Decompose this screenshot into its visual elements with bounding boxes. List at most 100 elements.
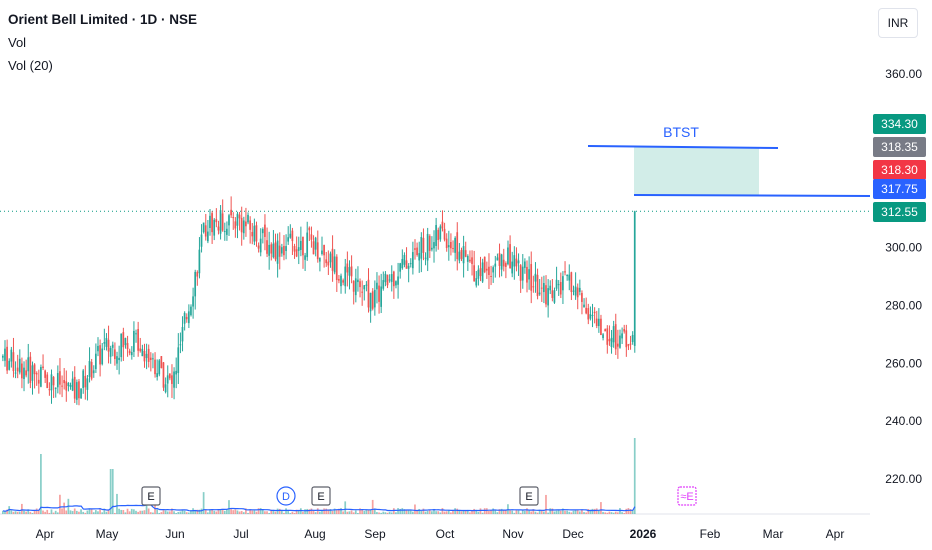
volume-bar — [272, 509, 275, 514]
volume-bar — [447, 510, 450, 514]
volume-bar — [507, 504, 509, 514]
candle-body — [350, 266, 353, 277]
candle-body — [92, 370, 95, 374]
volume-bar — [519, 512, 522, 514]
candle-body — [16, 367, 19, 372]
candle-body — [289, 233, 292, 238]
volume-bar — [388, 511, 391, 514]
candle-body — [604, 329, 607, 332]
volume-ma-indicator-label[interactable]: Vol (20) — [8, 58, 53, 73]
volume-bar — [86, 510, 89, 514]
candle-body — [185, 316, 188, 320]
candle-body — [94, 353, 97, 369]
candle-body — [633, 211, 636, 346]
volume-bar — [357, 512, 359, 514]
candle-body — [591, 315, 594, 317]
btst-target-line[interactable] — [587, 145, 779, 149]
price-badge — [873, 114, 926, 134]
volume-indicator-label[interactable]: Vol — [8, 35, 27, 50]
candle-body — [388, 279, 391, 281]
volume-bar — [230, 509, 232, 514]
dividend-marker[interactable] — [276, 486, 296, 506]
btst-entry-line[interactable] — [633, 194, 871, 197]
volume-bar — [75, 510, 78, 514]
volume-bar — [373, 508, 376, 514]
volume-bar — [629, 509, 632, 514]
volume-bar — [183, 510, 186, 514]
volume-bar — [242, 512, 245, 514]
earnings-marker[interactable] — [519, 486, 539, 506]
volume-bar — [583, 512, 585, 514]
candle-body — [321, 250, 323, 255]
volume-bar — [469, 512, 471, 514]
candle-body — [232, 217, 235, 219]
volume-bar — [428, 509, 431, 514]
price-badge — [873, 202, 926, 222]
candle-body — [255, 225, 258, 242]
price-badge-value: 318.35 — [881, 140, 918, 154]
volume-bar — [253, 510, 256, 514]
volume-bar — [488, 511, 490, 514]
candle-body — [295, 249, 298, 257]
volume-bar — [564, 510, 566, 514]
candle-body — [517, 260, 520, 264]
volume-bar — [547, 512, 549, 514]
volume-bar — [16, 511, 19, 514]
earnings-marker[interactable] — [141, 486, 161, 506]
candle-body — [249, 220, 251, 230]
candle-body — [86, 378, 89, 390]
candle-body — [452, 248, 454, 250]
volume-bar — [570, 512, 573, 514]
candle-body — [65, 381, 68, 391]
candle-body — [473, 265, 475, 282]
volume-bar — [395, 512, 397, 514]
candle-body — [270, 244, 273, 254]
candle-body — [619, 335, 621, 348]
volume-bar — [71, 511, 74, 514]
volume-bar — [627, 508, 630, 514]
candle-body — [547, 288, 549, 306]
volume-bar — [73, 508, 76, 514]
volume-bar — [94, 510, 97, 514]
candle-body — [18, 358, 21, 373]
earnings-marker-label: E — [147, 491, 154, 503]
candle-body — [496, 257, 499, 261]
volume-bar — [333, 508, 336, 514]
currency-button[interactable]: INR — [878, 8, 918, 38]
candle-body — [325, 259, 328, 264]
candle-body — [124, 337, 127, 346]
volume-bar — [4, 511, 6, 514]
candle-body — [247, 214, 249, 223]
candle-body — [253, 225, 256, 242]
volume-bar — [31, 512, 34, 514]
candle-body — [304, 255, 306, 260]
volume-bar — [338, 508, 340, 514]
upcoming-earnings-marker[interactable] — [677, 486, 697, 506]
candle-body — [600, 318, 602, 336]
candle-body — [466, 256, 469, 262]
volume-bar — [414, 504, 416, 514]
candle-body — [363, 285, 366, 290]
earnings-marker[interactable] — [311, 486, 331, 506]
candle-body — [492, 267, 495, 273]
candle-body — [528, 269, 530, 280]
candle-body — [14, 372, 17, 374]
volume-bar — [621, 512, 623, 514]
volume-bar — [424, 511, 427, 514]
candle-body — [323, 244, 325, 256]
candle-body — [8, 360, 11, 370]
candle-body — [160, 356, 163, 369]
candle-body — [608, 339, 611, 342]
candle-body — [238, 214, 241, 219]
candle-body — [616, 343, 619, 347]
candle-body — [549, 285, 552, 291]
candle-body — [137, 329, 139, 351]
candle-body — [559, 282, 562, 295]
candle-body — [335, 256, 338, 280]
candle-body — [399, 263, 402, 272]
volume-bar — [270, 509, 273, 514]
candle-body — [200, 234, 203, 247]
volume-bar — [329, 509, 332, 514]
btst-label: BTST — [663, 124, 699, 140]
